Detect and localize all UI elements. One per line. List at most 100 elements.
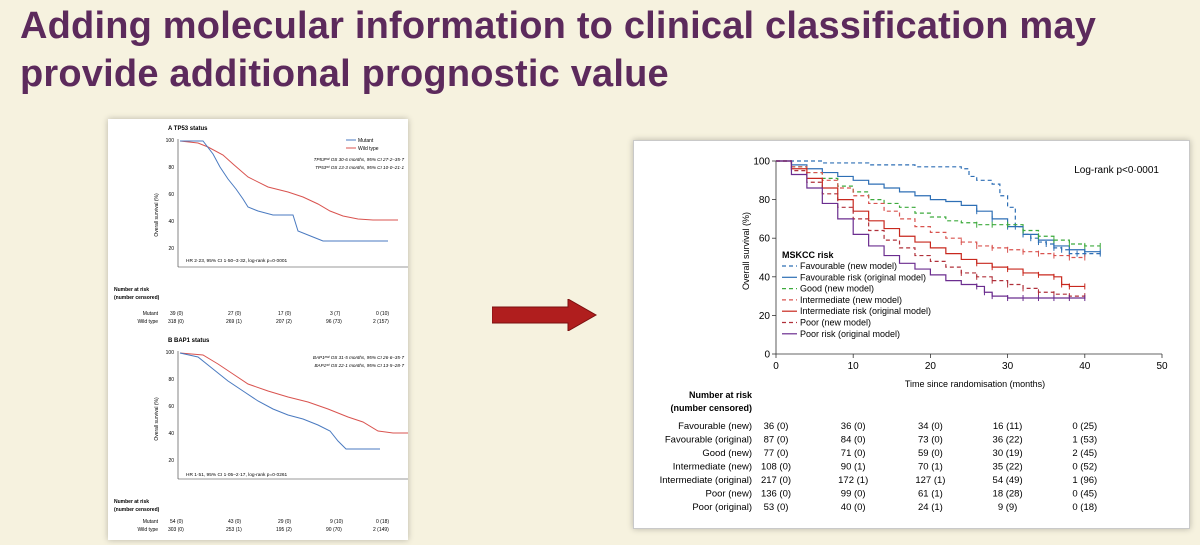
panel-b-ytick: 100 (166, 350, 175, 356)
arrow-shape (492, 299, 598, 331)
km-risk-row-label: Intermediate (original) (660, 475, 752, 486)
panel-a-ytick: 80 (168, 165, 174, 171)
km-y-tick-label: 20 (759, 311, 771, 322)
km-risk-cell: 54 (49) (993, 475, 1023, 486)
panel-a-risk-label: Mutant (143, 311, 159, 317)
km-series-line (776, 160, 1085, 297)
km-risk-cell: 9 (9) (998, 502, 1018, 513)
panel-b-stats-1: BAP1ᵐᵘᵗ OS 31·5 months, 95% CI 26·6–35·7 (313, 355, 405, 360)
panel-a-stats-2: TP53ʷᵗ OS 13·3 months, 95% CI 10·0–21·1 (315, 165, 404, 170)
panel-b-yticks: 100 80 60 40 20 (166, 350, 175, 464)
km-risk-cell: 35 (22) (993, 462, 1023, 473)
km-chart-svg: Overall survival (%) 0 20 40 60 80 100 0 10 20 3… (660, 157, 1168, 514)
panel-a-risk-cell: 0 (10) (376, 311, 389, 317)
km-risk-table: Favourable (new) 36 (0) 36 (0) 34 (0) 16 (11… (660, 421, 1098, 513)
km-series-line (776, 160, 1085, 288)
panel-a-risk-header-2: (number censored) (114, 295, 160, 301)
panel-a-yticks: 100 80 60 40 20 (166, 138, 175, 252)
panel-b-risk-cell: 54 (0) (170, 519, 183, 525)
km-risk-cell: 0 (45) (1072, 489, 1097, 500)
km-risk-cell: 24 (1) (918, 502, 943, 513)
km-risk-cell: 36 (0) (764, 421, 789, 432)
panel-a-risk-cell: 3 (7) (330, 311, 341, 317)
km-y-tick-label: 80 (759, 195, 771, 206)
km-x-tick-label: 0 (773, 361, 779, 372)
panel-b-risk-cell: 9 (10) (330, 519, 343, 525)
km-risk-cell: 99 (0) (841, 489, 866, 500)
km-risk-cell: 36 (22) (993, 435, 1023, 446)
panel-a-risk-cell: 2 (157) (373, 319, 389, 325)
km-x-tick-label: 10 (848, 361, 860, 372)
panel-a-risk-cell: 27 (0) (228, 311, 241, 317)
km-risk-cell: 0 (18) (1072, 502, 1097, 513)
km-series-line (776, 160, 1101, 253)
km-risk-cell: 127 (1) (915, 475, 945, 486)
panel-a-ylabel: Overall survival (%) (154, 193, 160, 237)
km-risk-cell: 87 (0) (764, 435, 789, 446)
slide-title: Adding molecular information to clinical… (20, 2, 1180, 98)
km-risk-cell: 136 (0) (761, 489, 791, 500)
km-risk-cell: 108 (0) (761, 462, 791, 473)
panel-b-risk-header-2: (number censored) (114, 507, 160, 513)
slide-title-line-2: provide additional prognostic value (20, 53, 669, 95)
panel-a-legend-mutant: Mutant (358, 138, 374, 144)
km-risk-cell: 77 (0) (764, 448, 789, 459)
km-series-line (776, 160, 1085, 299)
km-y-ticks: 0 20 40 60 80 100 (753, 157, 776, 361)
km-risk-header-1: Number at risk (689, 390, 753, 400)
km-x-tick-label: 20 (925, 361, 937, 372)
km-risk-cell: 84 (0) (841, 435, 866, 446)
slide-title-line-1: Adding molecular information to clinical… (20, 5, 1097, 47)
km-risk-row-label: Favourable (original) (665, 435, 752, 446)
panel-b-risk-cell: 0 (18) (376, 519, 389, 525)
panel-a-ytick: 20 (168, 246, 174, 252)
panel-b-risk-cell: 253 (1) (226, 527, 242, 533)
km-risk-row-label: Intermediate (new) (673, 462, 752, 473)
km-series-line (776, 160, 1101, 247)
panel-a-ytick: 100 (166, 138, 175, 144)
panel-b-mutant-curve (179, 352, 380, 450)
km-risk-row-label: Favourable (new) (678, 421, 752, 432)
km-risk-cell: 2 (45) (1072, 448, 1097, 459)
panel-a-risk-cell: 318 (0) (168, 319, 184, 325)
km-risk-cell: 30 (19) (993, 448, 1023, 459)
panel-b-risk-header-1: Number at risk (114, 499, 149, 505)
km-risk-cell: 53 (0) (764, 502, 789, 513)
panel-b-risk-label: Mutant (143, 519, 159, 525)
km-legend-entry: Poor risk (original model) (800, 329, 900, 339)
km-x-tick-label: 40 (1079, 361, 1091, 372)
panel-b-ytick: 60 (168, 404, 174, 410)
km-y-tick-label: 0 (764, 350, 770, 361)
panel-b-ytick: 80 (168, 377, 174, 383)
km-legend-entry: Good (new model) (800, 284, 874, 294)
panel-a-risk-header-1: Number at risk (114, 287, 149, 293)
km-risk-cell: 0 (25) (1072, 421, 1097, 432)
panel-b-ylabel: Overall survival (%) (154, 397, 160, 441)
panel-b-title: B BAP1 status (168, 338, 210, 344)
panel-b-risk-cell: 195 (2) (276, 527, 292, 533)
km-series-line (776, 160, 1085, 259)
panel-b-ytick: 40 (168, 431, 174, 437)
panel-b-ytick: 20 (168, 458, 174, 464)
paper-figure-svg: A TP53 status Overall survival (%) 100 8… (114, 126, 408, 533)
km-risk-cell: 18 (28) (993, 489, 1023, 500)
right-arrow-icon (492, 299, 598, 331)
km-risk-row-label: Good (new) (702, 448, 752, 459)
panel-b-risk-cell: 303 (0) (168, 527, 184, 533)
km-risk-cell: 172 (1) (838, 475, 868, 486)
km-risk-cell: 217 (0) (761, 475, 791, 486)
km-y-tick-label: 60 (759, 234, 771, 245)
km-y-tick-label: 100 (753, 157, 770, 168)
km-ylabel: Overall survival (%) (741, 212, 751, 290)
panel-a-title: A TP53 status (168, 126, 208, 132)
panel-a-censor-area (298, 195, 383, 221)
km-risk-cell: 0 (52) (1072, 462, 1097, 473)
panel-b-risk-cell: 2 (149) (373, 527, 389, 533)
panel-b-stats-2: BAP1ʷᵗ OS 22·1 months, 95% CI 13·5–28·7 (314, 363, 404, 368)
panel-b-risk-label: Wild type (137, 527, 158, 533)
panel-b-wildtype-curve (179, 352, 408, 434)
panel-b-risk-rows: Mutant 54 (0) 43 (0) 29 (0) 9 (10) 0 (18… (137, 519, 389, 533)
km-y-tick-label: 40 (759, 272, 771, 283)
paper-figure-panel: A TP53 status Overall survival (%) 100 8… (108, 119, 408, 540)
panel-a-risk-cell: 39 (0) (170, 311, 183, 317)
